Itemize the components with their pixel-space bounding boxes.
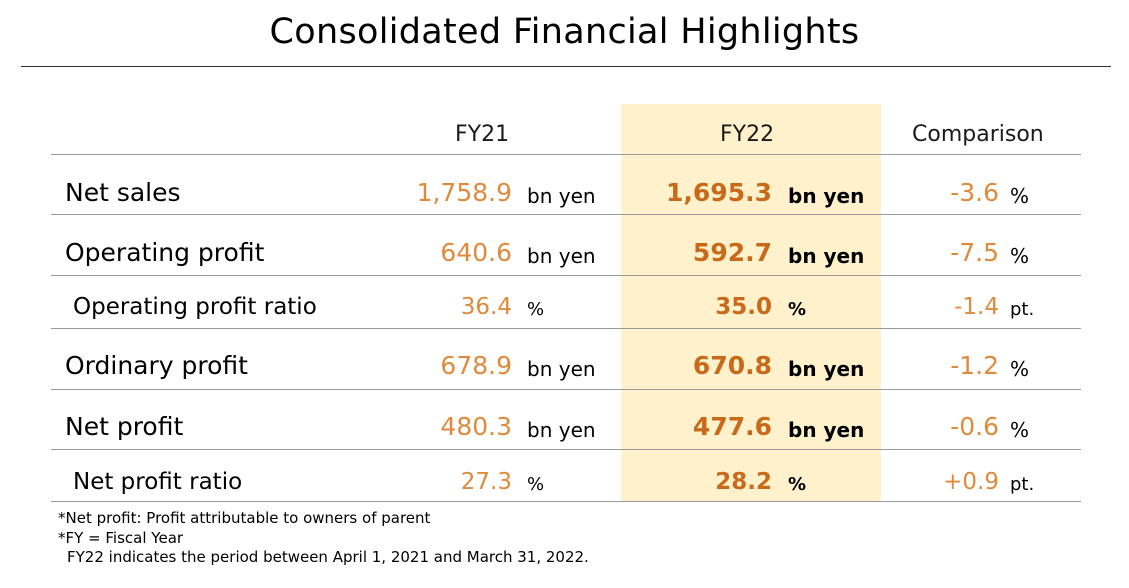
footnote-fiscal-year: *FY = Fiscal Year <box>58 528 184 547</box>
fy21-value: 1,758.9 <box>416 178 512 207</box>
fy21-unit: bn yen <box>527 418 596 442</box>
row-label: Net sales <box>65 178 181 207</box>
fy21-value: 27.3 <box>460 469 512 495</box>
fy21-unit: bn yen <box>527 244 596 268</box>
fy22-unit: bn yen <box>788 184 865 208</box>
fy21-unit: % <box>527 474 545 495</box>
row-label: Ordinary profit <box>65 351 248 380</box>
fy22-value: 670.8 <box>692 351 772 380</box>
fy22-value: 35.0 <box>715 294 772 320</box>
fy22-value: 28.2 <box>715 469 772 495</box>
table-row-rule <box>51 389 1081 390</box>
row-label: Net profit <box>65 412 184 441</box>
footnotes: *Net profit: Profit attributable to owne… <box>58 509 589 568</box>
column-header-comparison: Comparison <box>912 122 1044 147</box>
fy21-value: 678.9 <box>440 351 512 380</box>
comparison-value: -1.4 <box>954 294 999 320</box>
title-divider <box>21 66 1111 67</box>
comparison-value: -1.2 <box>950 351 999 380</box>
comparison-value: -0.6 <box>950 412 999 441</box>
row-label: Operating profit ratio <box>73 294 317 320</box>
table-bottom-rule <box>51 501 1081 502</box>
fy22-column-highlight <box>621 104 881 502</box>
comparison-unit: % <box>1010 184 1030 208</box>
fy22-unit: bn yen <box>788 244 865 268</box>
fy22-value: 592.7 <box>692 238 772 267</box>
fy21-unit: % <box>527 299 545 320</box>
table-row-rule <box>51 328 1081 329</box>
fy21-unit: bn yen <box>527 184 596 208</box>
fy22-unit: % <box>788 299 807 320</box>
comparison-value: -7.5 <box>950 238 999 267</box>
column-header-fy22: FY22 <box>720 122 775 147</box>
page-title: Consolidated Financial Highlights <box>269 12 860 52</box>
fy22-value: 477.6 <box>692 412 772 441</box>
fy22-unit: bn yen <box>788 418 865 442</box>
table-row-rule <box>51 449 1081 450</box>
comparison-value: -3.6 <box>950 178 999 207</box>
comparison-unit: pt. <box>1010 474 1035 495</box>
fy21-value: 480.3 <box>440 412 512 441</box>
comparison-unit: % <box>1010 357 1030 381</box>
table-row-rule <box>51 214 1081 215</box>
table-row-rule <box>51 275 1081 276</box>
fy21-value: 640.6 <box>440 238 512 267</box>
comparison-unit: % <box>1010 244 1030 268</box>
row-label: Operating profit <box>65 238 265 267</box>
comparison-value: +0.9 <box>943 469 999 495</box>
fy22-unit: bn yen <box>788 357 865 381</box>
fy21-unit: bn yen <box>527 357 596 381</box>
table-header-rule <box>51 154 1081 155</box>
comparison-unit: pt. <box>1010 299 1035 320</box>
column-header-fy21: FY21 <box>455 122 510 147</box>
fy22-value: 1,695.3 <box>666 178 772 207</box>
comparison-unit: % <box>1010 418 1030 442</box>
row-label: Net profit ratio <box>73 469 243 495</box>
fy21-value: 36.4 <box>460 294 512 320</box>
footnote-net-profit: *Net profit: Profit attributable to owne… <box>58 509 431 527</box>
fy22-unit: % <box>788 474 807 495</box>
footnote-fy22-period: FY22 indicates the period between April … <box>67 548 589 566</box>
